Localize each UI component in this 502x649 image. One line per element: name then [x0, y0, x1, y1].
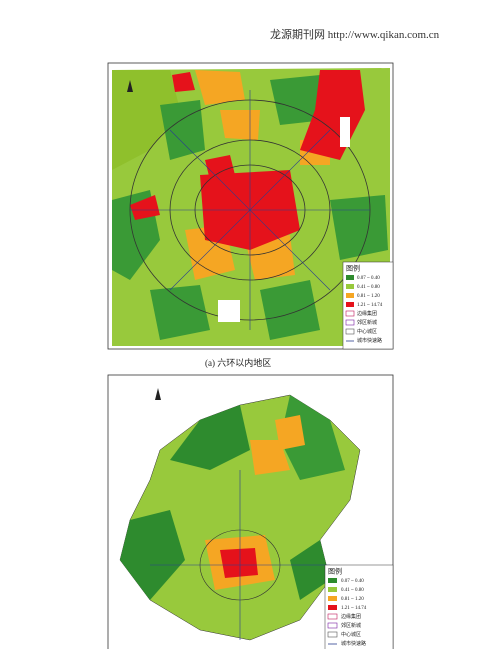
legend-item: 郊区新城: [341, 622, 361, 629]
legend-item: 中心城区: [341, 631, 361, 638]
legend-item: 城市快速路: [357, 337, 382, 344]
legend-item: 边缘集团: [341, 613, 361, 620]
legend-b: 图例 0.07 ~ 0.40 0.41 ~ 0.80 0.81 ~ 1.20 1…: [324, 564, 394, 649]
legend-item: 0.81 ~ 1.20: [357, 294, 380, 299]
legend-item: 1.21 ~ 14.74: [341, 606, 367, 611]
legend-item: 0.41 ~ 0.80: [357, 285, 380, 290]
legend-item: 城市快速路: [341, 640, 366, 647]
legend-item: 中心城区: [357, 328, 377, 335]
legend-item: 0.81 ~ 1.20: [341, 597, 364, 602]
header: 龙源期刊网 http://www.qikan.com.cn: [270, 29, 440, 41]
legend-title: 图例: [346, 264, 360, 273]
map-b: 图例 0.07 ~ 0.40 0.41 ~ 0.80 0.81 ~ 1.20 1…: [107, 374, 394, 649]
legend-a: 图例 0.07 ~ 0.40 0.41 ~ 0.80 0.81 ~ 1.20 1…: [342, 261, 394, 350]
legend-item: 0.41 ~ 0.80: [341, 588, 364, 593]
legend-item: 边缘集团: [357, 310, 377, 317]
legend-item: 1.21 ~ 14.74: [357, 303, 383, 308]
map-a: 图例 0.07 ~ 0.40 0.41 ~ 0.80 0.81 ~ 1.20 1…: [107, 62, 394, 350]
legend-item: 0.07 ~ 0.40: [357, 276, 380, 281]
legend-title: 图例: [328, 567, 342, 576]
caption: (a) 六环以内地区: [205, 358, 272, 368]
legend-item: 0.07 ~ 0.40: [341, 579, 364, 584]
legend-item: 郊区新城: [357, 319, 377, 326]
